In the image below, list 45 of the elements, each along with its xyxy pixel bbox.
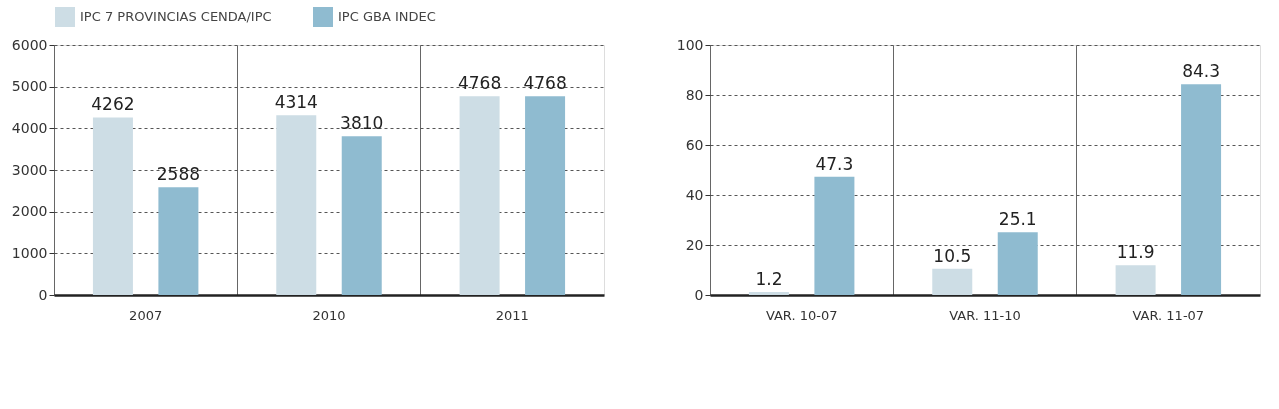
y-tick-label: 20 bbox=[685, 236, 704, 253]
legend-label: IPC GBA INDEC bbox=[338, 9, 436, 24]
bar bbox=[459, 96, 500, 295]
y-tick-label: 40 bbox=[685, 186, 704, 203]
data-label: 4768 bbox=[457, 73, 502, 94]
bar bbox=[932, 268, 973, 295]
y-tick-label: 5000 bbox=[11, 78, 48, 95]
bar bbox=[92, 117, 133, 295]
bar bbox=[341, 136, 382, 295]
bar bbox=[1115, 265, 1156, 295]
bar bbox=[525, 96, 566, 295]
y-tick-label: 0 bbox=[694, 286, 704, 303]
bar bbox=[1181, 84, 1222, 295]
x-tick-label: 2011 bbox=[495, 307, 529, 323]
data-label: 11.9 bbox=[1116, 242, 1155, 263]
data-label: 4314 bbox=[274, 92, 318, 113]
y-tick-label: 3000 bbox=[11, 161, 48, 178]
x-tick-label: VAR. 10-07 bbox=[765, 307, 838, 323]
bar bbox=[276, 115, 317, 295]
data-label: 10.5 bbox=[933, 245, 972, 266]
data-label: 47.3 bbox=[815, 153, 854, 174]
data-label: 84.3 bbox=[1182, 61, 1220, 82]
y-tick-label: 4000 bbox=[11, 119, 48, 136]
data-label: 4262 bbox=[91, 94, 135, 115]
y-tick-label: 100 bbox=[676, 36, 704, 53]
data-label: 2588 bbox=[156, 164, 201, 185]
data-label: 4768 bbox=[523, 73, 567, 94]
y-tick-label: 2000 bbox=[11, 203, 48, 220]
y-tick-label: 6000 bbox=[11, 36, 48, 53]
y-tick-label: 60 bbox=[685, 136, 704, 153]
data-label: 3810 bbox=[340, 113, 384, 134]
x-tick-label: 2010 bbox=[312, 307, 346, 323]
x-tick-label: VAR. 11-10 bbox=[949, 307, 1021, 323]
legend-label: IPC 7 PROVINCIAS CENDA/IPC bbox=[80, 9, 272, 24]
data-label: 1.2 bbox=[755, 269, 783, 289]
bar bbox=[814, 176, 855, 295]
bar bbox=[997, 232, 1038, 295]
y-tick-label: 0 bbox=[38, 286, 48, 303]
y-tick-label: 1000 bbox=[11, 244, 48, 261]
bar bbox=[748, 292, 789, 295]
x-tick-label: VAR. 11-07 bbox=[1132, 307, 1205, 323]
y-tick-label: 80 bbox=[685, 86, 704, 103]
data-label: 25.1 bbox=[998, 209, 1037, 230]
bar bbox=[158, 187, 199, 295]
x-tick-label: 2007 bbox=[129, 307, 163, 323]
